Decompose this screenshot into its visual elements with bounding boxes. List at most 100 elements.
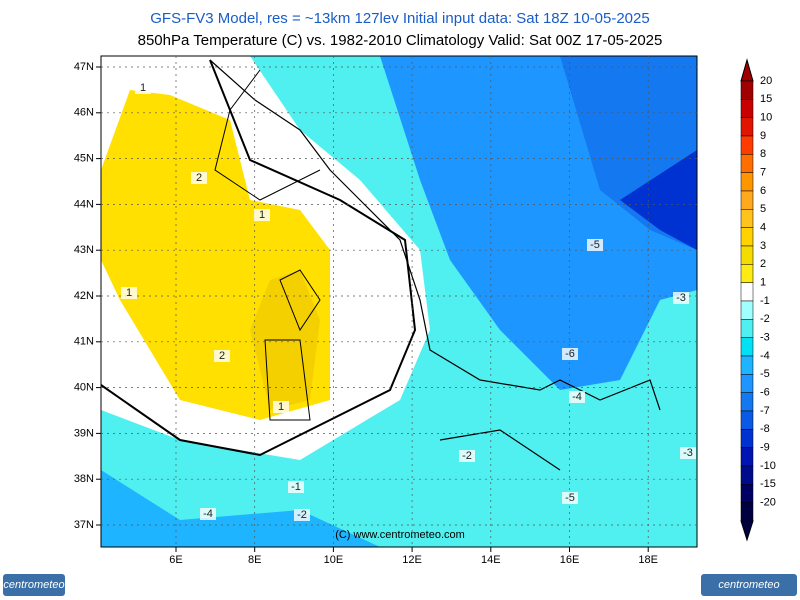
colorbar-label: -1 (760, 295, 770, 307)
contour-label-bg (273, 401, 289, 413)
contour-label: -5 (565, 492, 575, 504)
contour-label: -6 (565, 348, 575, 360)
colorbar-label: 5 (760, 203, 766, 215)
logo-right-text: centrometeo (718, 579, 779, 591)
contour-label: -5 (590, 239, 600, 251)
field-south (101, 470, 380, 547)
colorbar-label: 4 (760, 222, 766, 234)
colorbar-swatch (740, 374, 754, 393)
colorbar-swatch (740, 319, 754, 338)
colorbar-top (740, 58, 754, 82)
lon-label: 16E (560, 554, 580, 566)
colorbar-swatch (740, 172, 754, 192)
logo-left-text: centrometeo (3, 579, 64, 591)
contour-label: 1 (140, 82, 146, 94)
colorbar-label: -15 (760, 478, 776, 490)
colorbar-swatch (740, 502, 754, 522)
colorbar-label: 20 (760, 75, 772, 87)
colorbar-swatch (740, 429, 754, 448)
colorbar-swatch (740, 264, 754, 283)
colorbar-swatch (740, 227, 754, 247)
contour-label: 1 (259, 209, 265, 221)
lat-label: 47N (74, 61, 94, 73)
colorbar-label: 1 (760, 277, 766, 289)
contour-label-bg (121, 287, 137, 299)
lat-label: 43N (74, 244, 94, 256)
colorbar-label: -5 (760, 368, 770, 380)
contour-label-bg (254, 209, 270, 221)
colorbar-label: 7 (760, 167, 766, 179)
lat-label: 39N (74, 427, 94, 439)
contour-label: -1 (291, 481, 301, 493)
contour-label-bg (587, 239, 603, 251)
contour-label-bg (459, 450, 475, 462)
contour-label-bg (191, 172, 207, 184)
colorbar-label: -10 (760, 460, 776, 472)
contour-label: 1 (126, 287, 132, 299)
map-field (101, 56, 697, 547)
contour-label: -3 (676, 292, 686, 304)
colorbar-label: 9 (760, 130, 766, 142)
colorbar-swatch (740, 484, 754, 503)
colorbar-label: 2 (760, 258, 766, 270)
zero-isotherm (101, 59, 417, 457)
colorbar-label: 10 (760, 112, 772, 124)
colorbar-label: 3 (760, 240, 766, 252)
colorbar-swatch (740, 80, 754, 100)
lat-label: 46N (74, 107, 94, 119)
coastline (209, 59, 661, 471)
lat-label: 37N (74, 519, 94, 531)
map-frame (100, 55, 698, 548)
colorbar-label: -7 (760, 405, 770, 417)
colorbar-swatch (740, 190, 754, 210)
lon-label: 12E (402, 554, 422, 566)
contour-label-bg (288, 481, 304, 493)
colorbar-swatch (740, 99, 754, 118)
colorbar-swatch (740, 447, 754, 467)
colorbar-label: -4 (760, 350, 770, 362)
copyright: (C) www.centrometeo.com (335, 529, 465, 541)
lon-label: 8E (248, 554, 261, 566)
contour-label-bg (294, 509, 310, 521)
logo-left (3, 574, 65, 596)
colorbar-swatch (740, 282, 754, 302)
field-navy (620, 150, 697, 250)
contour-label-bg (680, 447, 696, 459)
contour-label: -4 (572, 391, 582, 403)
contour-label-bg (214, 350, 230, 362)
contour-label-bg (200, 508, 216, 520)
colorbar-label: -8 (760, 423, 770, 435)
colorbar-swatch (740, 135, 754, 155)
contour-label: -2 (462, 450, 472, 462)
contour-label: 1 (278, 401, 284, 413)
borders-islands (214, 69, 321, 421)
contour-label-bg (562, 348, 578, 360)
contour-label: -2 (297, 509, 307, 521)
colorbar-swatch (740, 465, 754, 485)
contour-label-bg (135, 82, 151, 94)
title-line-2: 850hPa Temperature (C) vs. 1982-2010 Cli… (138, 32, 663, 49)
colorbar-swatch (740, 337, 754, 357)
contour-label: -4 (203, 508, 213, 520)
contour-label-bg (673, 292, 689, 304)
colorbar-swatch (740, 355, 754, 375)
colorbar-swatch (740, 300, 754, 320)
colorbar-label: -20 (760, 497, 776, 509)
colorbar-label: -3 (760, 332, 770, 344)
lon-label: 6E (169, 554, 182, 566)
colorbar-swatch (740, 392, 754, 412)
colorbar-swatch (740, 154, 754, 173)
colorbar-bottom (740, 520, 754, 542)
colorbar-swatch (740, 410, 754, 430)
lat-label: 45N (74, 153, 94, 165)
colorbar-label: 15 (760, 93, 772, 105)
contour-label: 2 (196, 172, 202, 184)
lat-label: 44N (74, 198, 94, 210)
contour-label-bg (562, 492, 578, 504)
lon-label: 14E (481, 554, 501, 566)
contour-label-bg (569, 391, 585, 403)
colorbar-label: 6 (760, 185, 766, 197)
colorbar-label: -6 (760, 387, 770, 399)
title-line-1: GFS-FV3 Model, res = ~13km 127lev Initia… (150, 10, 649, 27)
lon-label: 10E (324, 554, 344, 566)
